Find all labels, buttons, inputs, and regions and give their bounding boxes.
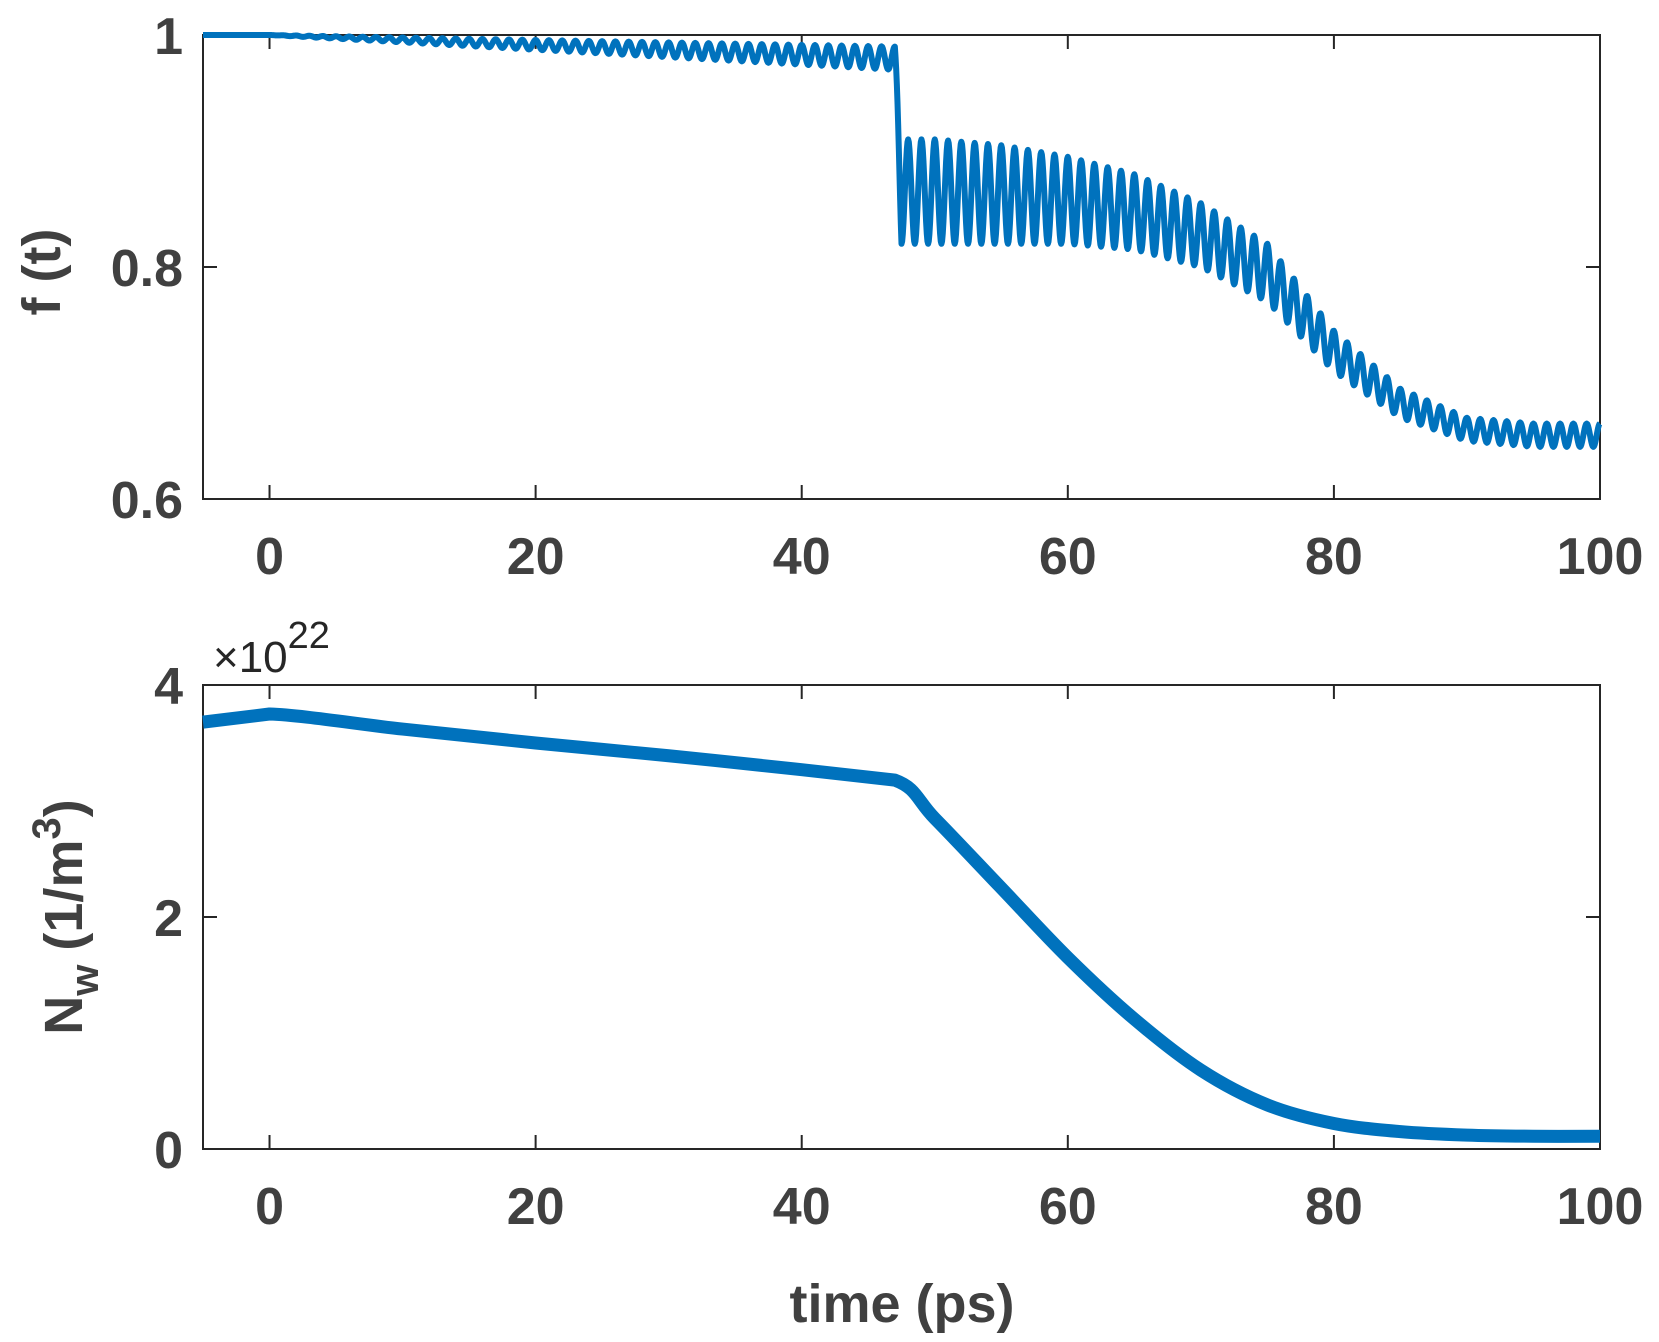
y-tick-label: 1 [154, 8, 183, 66]
panel-f-of-t: 0 20 40 60 80 100 0.6 0.8 1 f (t) [12, 8, 1643, 586]
x-tick-label: 100 [1557, 528, 1644, 586]
y-tick-label: 4 [154, 658, 183, 716]
x-tick-label: 20 [507, 528, 565, 586]
plot-area-bottom [202, 684, 1601, 1150]
x-tick-label: 80 [1305, 1178, 1363, 1236]
panel-nw: 0 20 40 60 80 100 0 2 4 ×1022 Nw (1/m3) time (ps… [25, 615, 1643, 1334]
tick-marks-bottom [203, 684, 1601, 1150]
y-tick-label: 0.6 [111, 472, 183, 530]
x-tick-label: 40 [773, 1178, 831, 1236]
y-label-sub: w [63, 964, 107, 997]
x-tick-labels-bottom: 0 20 40 60 80 100 [255, 1178, 1643, 1236]
y-tick-labels-bottom: 0 2 4 [154, 658, 183, 1180]
multiplier-base: ×10 [213, 633, 288, 682]
series-line-f-of-t [200, 32, 1603, 450]
x-axis-label: time (ps) [789, 1274, 1014, 1334]
x-tick-label: 20 [507, 1178, 565, 1236]
series-line-nw [202, 707, 1601, 1143]
x-tick-labels-top: 0 20 40 60 80 100 [255, 528, 1643, 586]
plot-area-top [202, 34, 1601, 500]
x-tick-label: 0 [255, 1178, 284, 1236]
y-tick-label: 0.8 [111, 240, 183, 298]
y-label-sup: 3 [25, 817, 69, 839]
x-tick-label: 60 [1039, 528, 1097, 586]
y-tick-label: 2 [154, 890, 183, 948]
x-tick-label: 0 [255, 528, 284, 586]
axis-multiplier: ×1022 [213, 615, 330, 682]
x-tick-label: 100 [1557, 1178, 1644, 1236]
y-label-unit: (1/m [34, 840, 94, 951]
y-axis-label-bottom: Nw (1/m3) [25, 799, 107, 1034]
multiplier-exponent: 22 [288, 615, 330, 657]
y-label-main: N [34, 996, 94, 1035]
x-tick-label: 40 [773, 528, 831, 586]
x-tick-label: 60 [1039, 1178, 1097, 1236]
y-tick-label: 0 [154, 1122, 183, 1180]
y-label-close: ) [34, 799, 94, 817]
y-axis-label-top: f (t) [12, 229, 72, 316]
y-tick-labels-top: 0.6 0.8 1 [111, 8, 183, 530]
x-tick-label: 80 [1305, 528, 1363, 586]
